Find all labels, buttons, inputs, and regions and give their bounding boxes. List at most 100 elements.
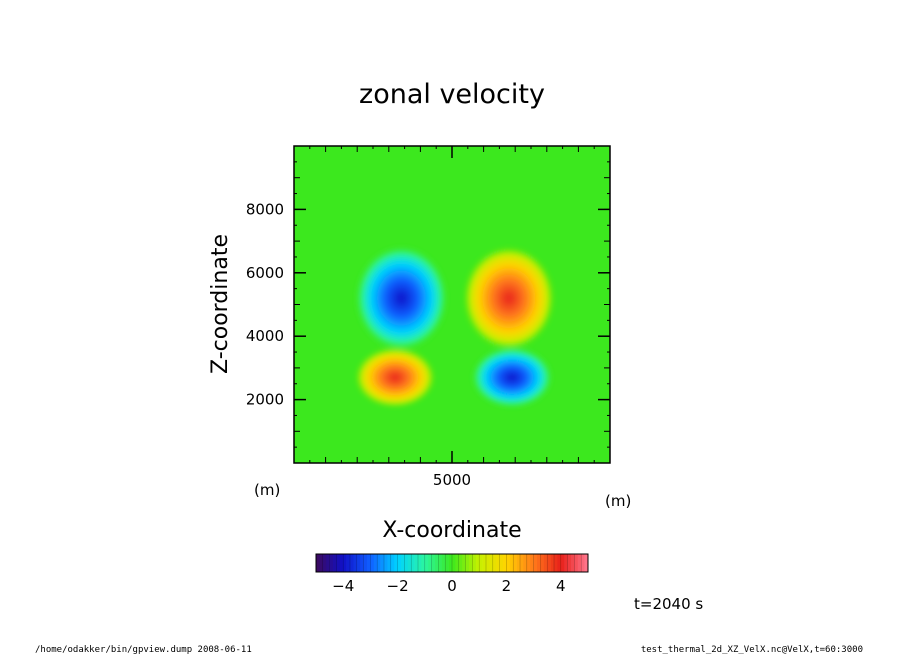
y-tick-label: 6000 [246, 264, 284, 282]
field-features [355, 246, 555, 408]
colorbar-segment [499, 554, 504, 572]
field-blob-3 [355, 347, 436, 408]
colorbar-segment [319, 554, 324, 572]
colorbar-segment [363, 554, 368, 572]
colorbar-segment [353, 554, 358, 572]
field-background [294, 146, 610, 463]
colorbar-segment [581, 554, 585, 572]
colorbar-segment [316, 554, 320, 572]
colorbar-segment [560, 554, 565, 572]
colorbar-segment [401, 554, 405, 572]
colorbar-segment [486, 554, 490, 572]
colorbar-segment [526, 554, 531, 572]
colorbar-segment [397, 554, 402, 572]
colorbar-segment [329, 554, 334, 572]
colorbar-segment [513, 554, 517, 572]
colorbar-segment [458, 554, 463, 572]
colorbar-segment [452, 554, 456, 572]
colorbar-segment [339, 554, 344, 572]
colorbar-segment [411, 554, 415, 572]
field-blob-4 [472, 347, 553, 408]
colorbar-segment [428, 554, 432, 572]
colorbar-segment [346, 554, 351, 572]
colorbar-tick-label: 0 [447, 577, 457, 595]
colorbar: −4 −2 0 2 4 [315, 553, 589, 595]
y-tick-label: 4000 [246, 327, 284, 345]
colorbar-segment [370, 554, 375, 572]
colorbar-segment [394, 554, 398, 572]
colorbar-segment [574, 554, 579, 572]
colorbar-segment [516, 554, 521, 572]
colorbar-segment [336, 554, 341, 572]
time-label: t=2040 s [634, 595, 703, 613]
colorbar-segment [407, 554, 412, 572]
colorbar-segment [472, 554, 477, 572]
x-axis-label: X-coordinate [382, 518, 521, 543]
colorbar-segment [530, 554, 534, 572]
x-tick-label: 5000 [433, 471, 471, 489]
colorbar-segment [380, 554, 385, 572]
y-tick-label: 8000 [246, 200, 284, 218]
colorbar-tick-label: −4 [332, 577, 354, 595]
colorbar-tick-label: 2 [502, 577, 512, 595]
colorbar-segment [557, 554, 562, 572]
colorbar-segment [356, 554, 361, 572]
plot-area: 2000 4000 6000 8000 5000 [246, 145, 611, 489]
colorbar-segment [496, 554, 500, 572]
colorbar-segment [350, 554, 354, 572]
colorbar-segment [469, 554, 473, 572]
y-tick-label: 2000 [246, 391, 284, 409]
colorbar-segment [421, 554, 426, 572]
colorbar-segment [343, 554, 347, 572]
colorbar-segment [506, 554, 511, 572]
colorbar-segment [465, 554, 470, 572]
colorbar-segment [479, 554, 483, 572]
y-axis-unit: (m) [254, 481, 280, 499]
colorbar-segment [520, 554, 524, 572]
colorbar-segment [554, 554, 558, 572]
colorbar-segment [537, 554, 541, 572]
colorbar-segment [384, 554, 388, 572]
colorbar-segment [414, 554, 419, 572]
colorbar-segment [584, 554, 589, 572]
footer-left: /home/odakker/bin/gpview.dump 2008-06-11 [35, 645, 252, 654]
colorbar-segment [564, 554, 568, 572]
colorbar-segment [322, 554, 327, 572]
colorbar-segment [367, 554, 371, 572]
colorbar-segment [550, 554, 555, 572]
colorbar-segment [533, 554, 538, 572]
colorbar-segment [448, 554, 453, 572]
colorbar-segment [441, 554, 446, 572]
x-axis-unit: (m) [605, 492, 631, 510]
colorbar-segment [503, 554, 507, 572]
colorbar-segment [435, 554, 439, 572]
colorbar-segment [509, 554, 514, 572]
colorbar-tick-label: −2 [387, 577, 409, 595]
colorbar-segment [523, 554, 528, 572]
colorbar-segment [424, 554, 429, 572]
colorbar-segment [333, 554, 337, 572]
colorbar-segment [373, 554, 378, 572]
colorbar-segment [543, 554, 548, 572]
colorbar-segment [360, 554, 364, 572]
field-blob-1 [355, 246, 448, 351]
field-blob-2 [462, 246, 555, 351]
colorbar-segment [455, 554, 460, 572]
colorbar-tick-label: 4 [556, 577, 566, 595]
colorbar-segment [404, 554, 409, 572]
colorbar-segment [387, 554, 392, 572]
colorbar-frame [315, 553, 589, 573]
colorbar-segment [377, 554, 381, 572]
colorbar-segment [418, 554, 422, 572]
colorbar-segment [445, 554, 449, 572]
colorbar-segment [475, 554, 480, 572]
colorbar-segment [567, 554, 572, 572]
colorbar-segment [431, 554, 436, 572]
colorbar-segment [547, 554, 551, 572]
colorbar-segment [462, 554, 466, 572]
colorbar-segment [482, 554, 487, 572]
colorbar-segment [577, 554, 582, 572]
colorbar-segment [571, 554, 575, 572]
colorbar-segment [326, 554, 330, 572]
